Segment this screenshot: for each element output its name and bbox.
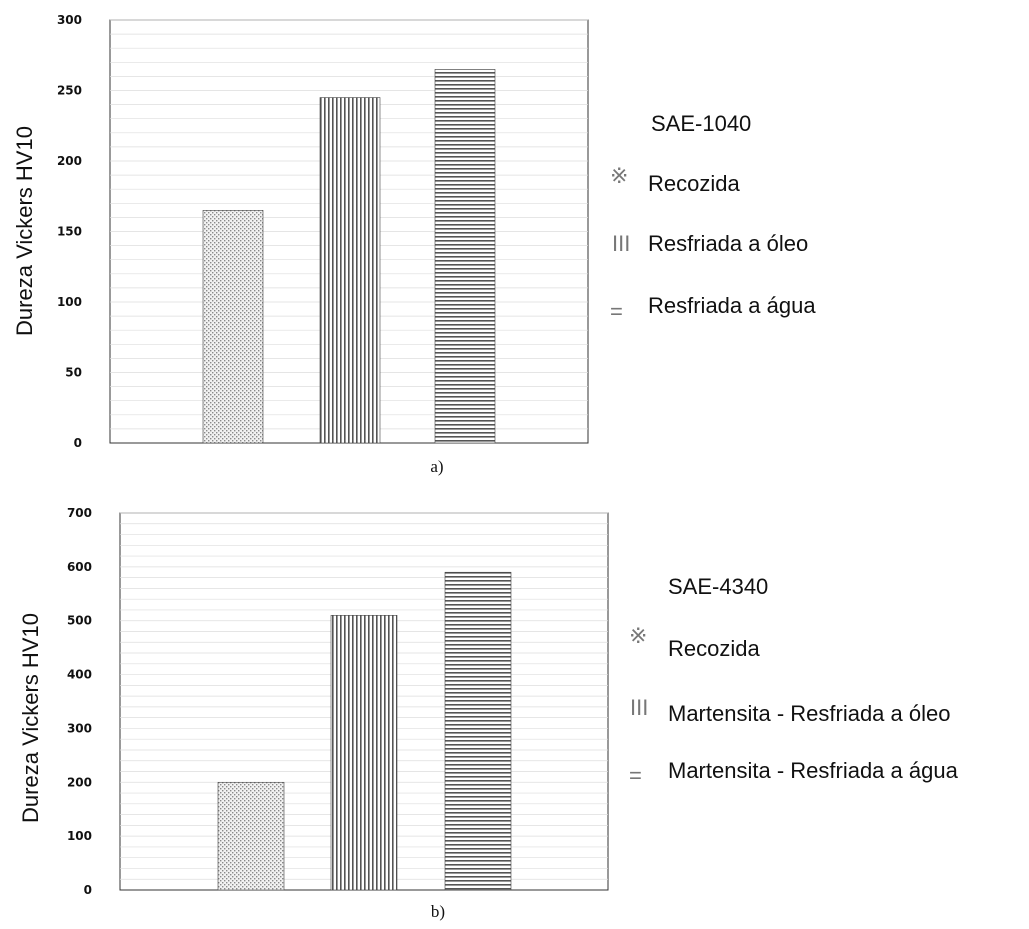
bar-dots [202,210,264,444]
bar-vertical-lines [319,97,381,444]
chart-a-legend: SAE-1040 ※ Recozida III Resfriada a óleo… [610,111,816,324]
chart-a-legend-title: SAE-1040 [651,111,751,136]
chart-b-legend-item-recozida: Recozida [668,636,760,661]
chart-a-legend-symbol-vertical: III [612,231,630,256]
chart-a: 0 50 100 150 200 250 300 Dureza Vickers HV10 a… [12,13,816,476]
y-tick-label: 500 [67,614,92,628]
chart-b-bars [217,571,512,891]
chart-b-y-ticks: 0 100 200 300 400 500 600 700 [67,506,92,897]
chart-a-legend-item-oleo: Resfriada a óleo [648,231,808,256]
y-tick-label: 600 [67,560,92,574]
y-tick-label: 0 [74,436,82,450]
y-tick-label: 150 [57,225,82,239]
chart-a-bars [202,69,496,444]
chart-b-legend-title: SAE-4340 [668,574,768,599]
chart-b-legend: SAE-4340 ※ Recozida III Martensita - Res… [629,574,959,788]
bar-horizontal-lines [444,571,512,891]
chart-a-legend-item-recozida: Recozida [648,171,740,196]
y-tick-label: 200 [57,154,82,168]
y-tick-label: 400 [67,668,92,682]
chart-b-legend-symbol-vertical: III [630,695,648,720]
chart-a-y-axis-label: Dureza Vickers HV10 [12,126,37,336]
chart-a-legend-symbol-horizontal: = [610,299,623,324]
chart-a-panel-label: a) [430,457,443,476]
chart-a-legend-item-agua: Resfriada a água [648,293,816,318]
y-tick-label: 250 [57,84,82,98]
chart-b-legend-item-oleo: Martensita - Resfriada a óleo [668,701,950,726]
bar-dots [217,781,285,891]
chart-b-legend-symbol-dots: ※ [629,623,647,648]
y-tick-label: 700 [67,506,92,520]
chart-b-legend-item-agua: Martensita - Resfriada a água [668,758,959,783]
y-tick-label: 0 [84,883,92,897]
y-tick-label: 300 [67,721,92,735]
chart-b-panel-label: b) [431,902,445,921]
chart-b-y-axis-label: Dureza Vickers HV10 [18,613,43,823]
y-tick-label: 300 [57,13,82,27]
chart-a-legend-symbol-dots: ※ [610,163,628,188]
y-tick-label: 50 [65,366,82,380]
bar-horizontal-lines [434,69,496,444]
y-tick-label: 200 [67,775,92,789]
bar-vertical-lines [330,615,398,891]
y-tick-label: 100 [67,829,92,843]
chart-b-legend-symbol-horizontal: = [629,763,642,788]
chart-a-y-ticks: 0 50 100 150 200 250 300 [57,13,82,450]
y-tick-label: 100 [57,295,82,309]
chart-b: 0 100 200 300 400 500 600 700 Dureza Vickers HV… [18,506,959,921]
